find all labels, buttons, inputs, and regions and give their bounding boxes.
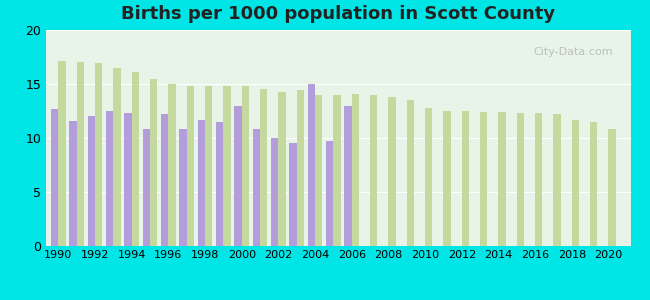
Bar xyxy=(224,86,231,246)
Bar xyxy=(289,143,297,246)
Bar xyxy=(608,129,616,246)
Bar xyxy=(260,89,267,246)
Bar xyxy=(143,129,150,246)
Bar xyxy=(333,95,341,246)
Bar xyxy=(590,122,597,246)
Bar xyxy=(150,79,157,246)
Bar xyxy=(168,84,176,246)
Bar xyxy=(187,86,194,246)
Bar xyxy=(535,113,543,246)
Bar xyxy=(554,114,561,246)
Bar xyxy=(499,112,506,246)
Bar xyxy=(407,100,414,246)
Bar xyxy=(95,64,102,246)
Bar xyxy=(271,138,278,246)
Bar xyxy=(198,120,205,246)
Bar xyxy=(389,97,396,246)
Bar xyxy=(443,111,451,246)
Bar xyxy=(113,68,121,246)
Bar xyxy=(161,114,168,246)
Bar xyxy=(77,62,84,246)
Bar xyxy=(132,72,139,246)
Bar xyxy=(297,91,304,246)
Bar xyxy=(216,122,224,246)
Bar xyxy=(462,111,469,246)
Bar xyxy=(425,108,432,246)
Bar xyxy=(106,111,113,246)
Bar xyxy=(205,86,213,246)
Bar xyxy=(235,106,242,246)
Bar xyxy=(344,106,352,246)
Bar xyxy=(370,95,378,246)
Bar xyxy=(88,116,95,246)
Bar xyxy=(517,113,524,246)
Bar xyxy=(124,113,132,246)
Bar xyxy=(326,141,333,246)
Title: Births per 1000 population in Scott County: Births per 1000 population in Scott Coun… xyxy=(121,5,555,23)
Bar xyxy=(58,61,66,246)
Bar xyxy=(51,109,58,246)
Bar xyxy=(253,129,260,246)
Bar xyxy=(307,84,315,246)
Bar xyxy=(572,120,579,246)
Bar xyxy=(242,86,249,246)
Bar xyxy=(278,92,286,246)
Bar xyxy=(70,121,77,246)
Bar xyxy=(352,94,359,246)
Text: City-Data.com: City-Data.com xyxy=(533,47,613,57)
Bar xyxy=(315,95,322,246)
Bar xyxy=(480,112,488,246)
Bar xyxy=(179,129,187,246)
